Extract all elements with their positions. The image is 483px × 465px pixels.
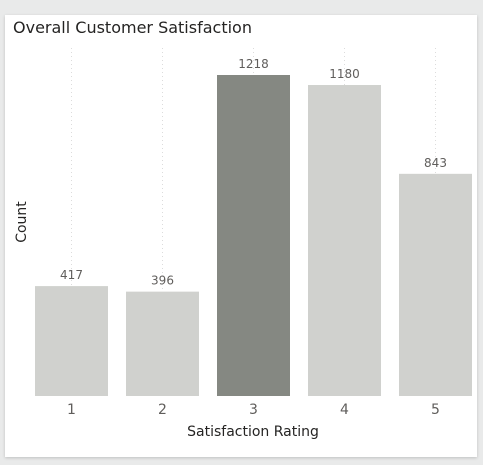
bar-rating-4[interactable] (308, 85, 381, 397)
value-labels: 417 396 1218 1180 843 (60, 57, 447, 288)
chart-title: Overall Customer Satisfaction (13, 18, 252, 37)
bars (35, 75, 472, 397)
bar-rating-3[interactable] (217, 75, 290, 396)
x-tick-label: 2 (158, 402, 167, 418)
x-ticks: 1 2 3 4 5 (67, 402, 440, 418)
value-label: 1218 (238, 57, 269, 71)
x-tick-label: 1 (67, 402, 76, 418)
y-axis-label: Count (14, 201, 30, 243)
x-tick-label: 5 (431, 402, 440, 418)
bar-rating-5[interactable] (399, 173, 472, 396)
value-label: 417 (60, 268, 83, 282)
x-axis-label: Satisfaction Rating (187, 424, 319, 440)
bar-rating-1[interactable] (35, 286, 108, 396)
value-label: 1180 (329, 67, 360, 81)
x-tick-label: 4 (340, 402, 349, 418)
x-tick-label: 3 (249, 402, 258, 418)
value-label: 396 (151, 274, 174, 288)
bar-rating-2[interactable] (126, 291, 199, 396)
value-label: 843 (424, 156, 447, 170)
